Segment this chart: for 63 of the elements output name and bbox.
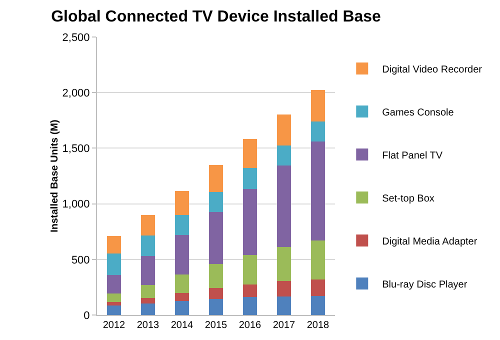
bar [243,138,257,168]
bar [277,247,291,282]
legend-label: Digital Media Adapter [382,236,478,248]
bar [175,214,189,235]
x-tick-label: 2012 [102,320,126,331]
y-tick-label: 1,000 [62,198,90,211]
bar [141,256,155,285]
bar [311,142,325,240]
bar [209,288,223,299]
bar [107,293,121,302]
bar [175,301,189,315]
legend-label: Blu-ray Disc Player [382,279,468,290]
x-tick-label: 2017 [272,320,296,331]
bar [175,274,189,293]
legend-label: Set-top Box [382,193,434,204]
bar [141,214,155,236]
x-tick-label: 2016 [238,320,262,331]
bar [209,164,223,192]
bar [243,284,257,298]
bar [141,298,155,304]
bar [175,191,189,215]
y-axis-title: Installed Base Units (M) [49,120,60,232]
bar [175,234,189,274]
bar [311,296,325,315]
bar [311,279,325,296]
x-tick-label: 2013 [136,320,160,331]
bar [311,122,325,142]
legend-label: Flat Panel TV [382,150,443,162]
y-tick-label: 0 [84,310,90,322]
y-tick-label: 500 [71,254,90,266]
x-tick-label: 2018 [306,320,330,331]
bar [209,298,223,315]
x-tick-label: 2014 [170,320,194,331]
bar [277,296,291,315]
legend-label: Digital Video Recorder [382,64,483,76]
bar [243,254,257,284]
x-tick-label: 2015 [204,320,228,331]
bar [277,281,291,297]
bar [107,306,121,315]
bar [209,212,223,264]
bar [277,165,291,248]
bar [141,303,155,315]
bar [107,302,121,306]
bar [311,90,325,122]
legend-label: Games Console [382,107,454,118]
y-tick-label: 2,000 [62,87,90,100]
bar [311,240,325,280]
bar [277,145,291,166]
y-tick-label: 1,500 [62,143,90,156]
bar [107,236,121,254]
bar [243,188,257,255]
bar [209,264,223,288]
bar [243,297,257,315]
chart-title: Global Connected TV Device Installed Base [51,8,382,26]
bar [107,274,121,294]
y-tick-label: 2,500 [62,32,90,44]
bar [209,192,223,212]
bar [175,292,189,302]
bar [277,114,291,146]
bar [243,168,257,189]
bar [107,253,121,275]
bar [141,235,155,256]
bar [141,284,155,298]
